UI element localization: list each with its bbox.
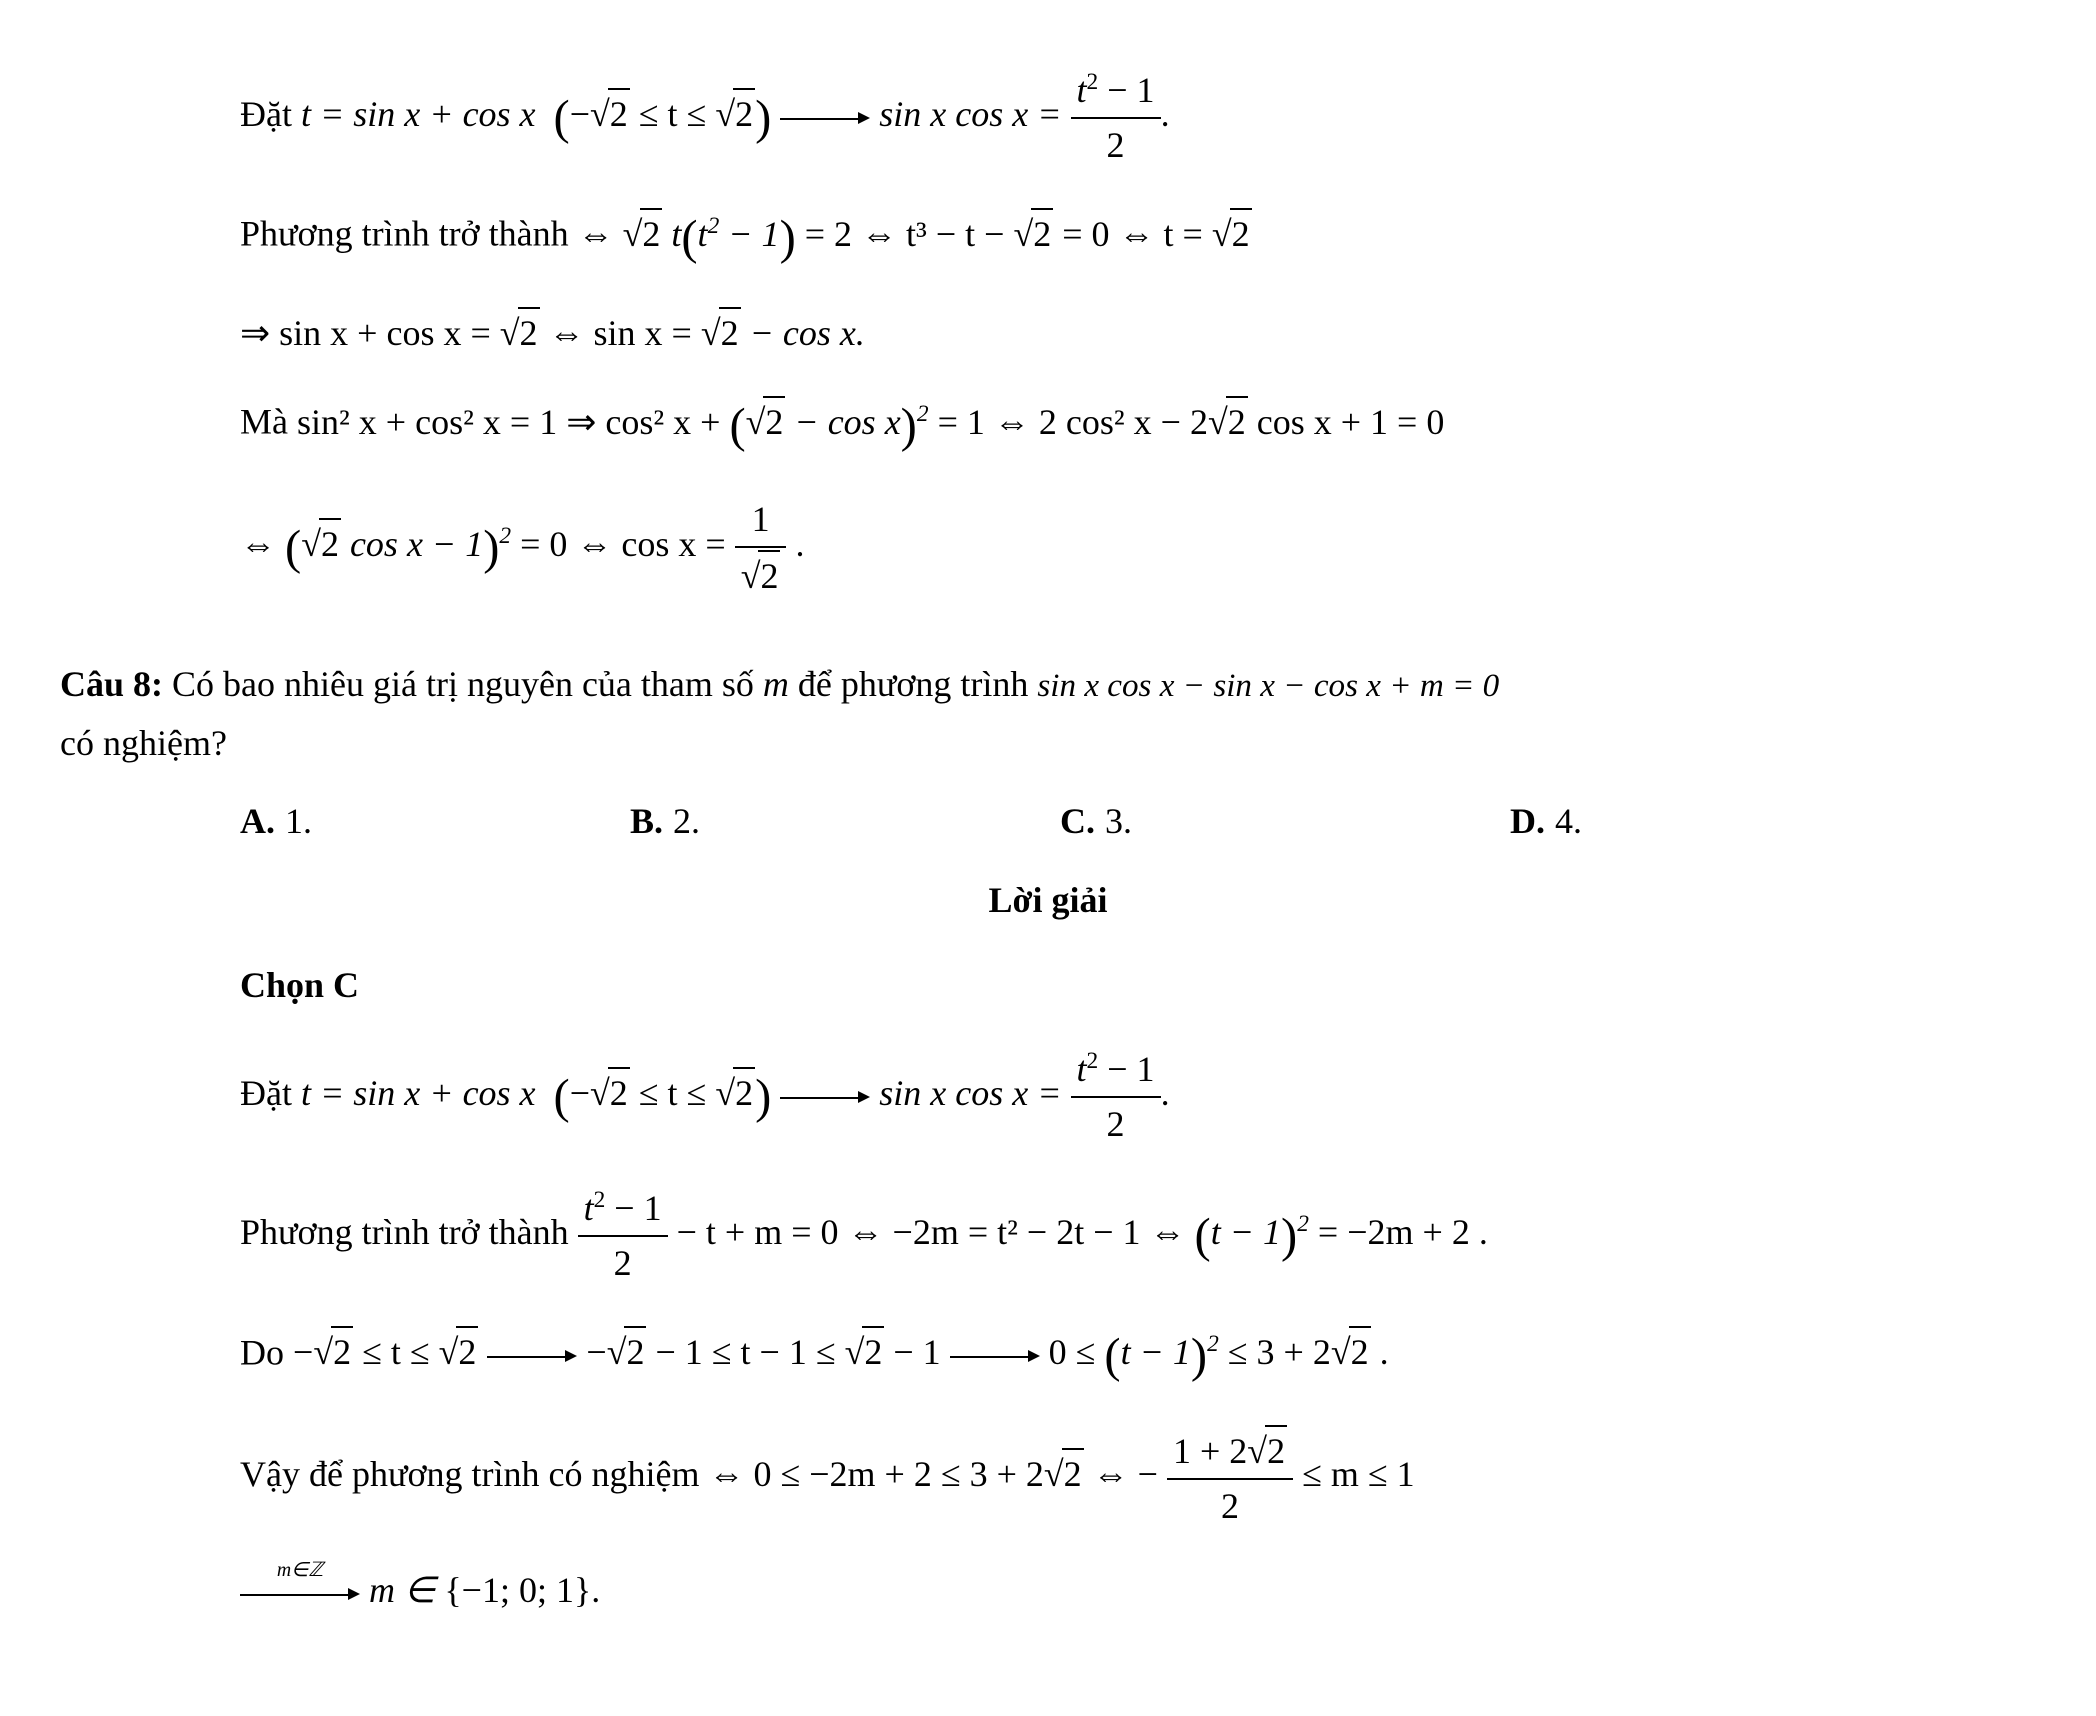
option-letter: A. [240, 797, 275, 846]
sol8-line4: Vậy để phương trình có nghiệm ⇔ 0 ≤ −2m … [240, 1425, 2036, 1530]
arrow-icon [780, 1077, 870, 1117]
text: Đặt [240, 94, 301, 134]
question-eq: sin x cos x − sin x − cos x + m = 0 [1037, 667, 1499, 704]
arrow-icon [780, 98, 870, 138]
text: Phương trình trở thành [240, 1212, 578, 1252]
option-value: 2. [673, 797, 700, 846]
question-text-a: Có bao nhiêu giá trị nguyên của tham số [163, 664, 763, 704]
param-m: m [763, 664, 789, 704]
question-label: Câu 8: [60, 664, 163, 704]
sol8-line1: Đặt t = sin x + cos x (−2 ≤ t ≤ 2) sin x… [240, 1045, 2036, 1148]
math: ⇔ 2 t(t2 − 1) = 2 ⇔ t³ − t − 2 = 0 ⇔ t =… [578, 214, 1252, 254]
text: Phương trình trở thành [240, 214, 578, 254]
math: ⇔ 0 ≤ −2m + 2 ≤ 3 + 22 ⇔ − 1 + 222 ≤ m ≤… [708, 1454, 1414, 1494]
sol7-line1: Đặt t = sin x + cos x (−2 ≤ t ≤ 2) sin x… [240, 66, 2036, 169]
option-b: B. 2. [630, 797, 1060, 846]
math: m∈ℤ m ∈ {−1; 0; 1}. [240, 1570, 600, 1610]
options-row: A. 1. B. 2. C. 3. D. 4. [60, 797, 2036, 846]
option-letter: D. [1510, 797, 1545, 846]
option-a: A. 1. [240, 797, 630, 846]
question-text-b: để phương trình [789, 664, 1038, 704]
math: t = sin x + cos x (−2 ≤ t ≤ 2) sin x cos… [301, 1073, 1170, 1113]
sol8-line3: Do −2 ≤ t ≤ 2 −2 − 1 ≤ t − 1 ≤ 2 − 1 0 ≤… [240, 1324, 2036, 1390]
question-text-c: có nghiệm? [60, 719, 2036, 768]
text: Do [240, 1332, 293, 1372]
option-d: D. 4. [1510, 797, 1582, 846]
sol7-line3: ⇒ sin x + cos x = 2 ⇔ sin x = 2 − cos x. [240, 307, 2036, 358]
question-8: Câu 8: Có bao nhiêu giá trị nguyên của t… [60, 660, 2036, 709]
choose-answer: Chọn C [240, 961, 2036, 1010]
sol8-line5: m∈ℤ m ∈ {−1; 0; 1}. [240, 1566, 2036, 1615]
arrow-icon [950, 1336, 1040, 1376]
math: t2 − 12 − t + m = 0 ⇔ −2m = t² − 2t − 1 … [578, 1212, 1488, 1252]
math: ⇔ (2 cos x − 1)2 = 0 ⇔ cos x = 12 . [240, 524, 804, 564]
text: Vậy để phương trình có nghiệm [240, 1454, 708, 1494]
arrow-icon: m∈ℤ [240, 1574, 360, 1614]
text: Mà [240, 402, 297, 442]
option-letter: C. [1060, 797, 1095, 846]
option-value: 4. [1555, 797, 1582, 846]
arrow-icon [487, 1336, 577, 1376]
sol7-line4: Mà sin² x + cos² x = 1 ⇒ cos² x + (2 − c… [240, 393, 2036, 459]
math: ⇒ sin x + cos x = 2 ⇔ sin x = 2 − cos x. [240, 313, 865, 353]
sol7-line2: Phương trình trở thành ⇔ 2 t(t2 − 1) = 2… [240, 205, 2036, 271]
text: Đặt [240, 1073, 301, 1113]
math: t = sin x + cos x (−2 ≤ t ≤ 2) sin x cos… [301, 94, 1170, 134]
math: −2 ≤ t ≤ 2 −2 − 1 ≤ t − 1 ≤ 2 − 1 0 ≤ (t… [293, 1332, 1389, 1372]
math: sin² x + cos² x = 1 ⇒ cos² x + (2 − cos … [297, 402, 1444, 442]
sol8-line2: Phương trình trở thành t2 − 12 − t + m =… [240, 1184, 2036, 1287]
option-value: 1. [285, 797, 312, 846]
solution-title: Lời giải [60, 876, 2036, 925]
option-letter: B. [630, 797, 663, 846]
option-c: C. 3. [1060, 797, 1510, 846]
sol7-line5: ⇔ (2 cos x − 1)2 = 0 ⇔ cos x = 12 . [240, 495, 2036, 600]
document-page: Đặt t = sin x + cos x (−2 ≤ t ≤ 2) sin x… [0, 0, 2096, 1716]
option-value: 3. [1105, 797, 1132, 846]
